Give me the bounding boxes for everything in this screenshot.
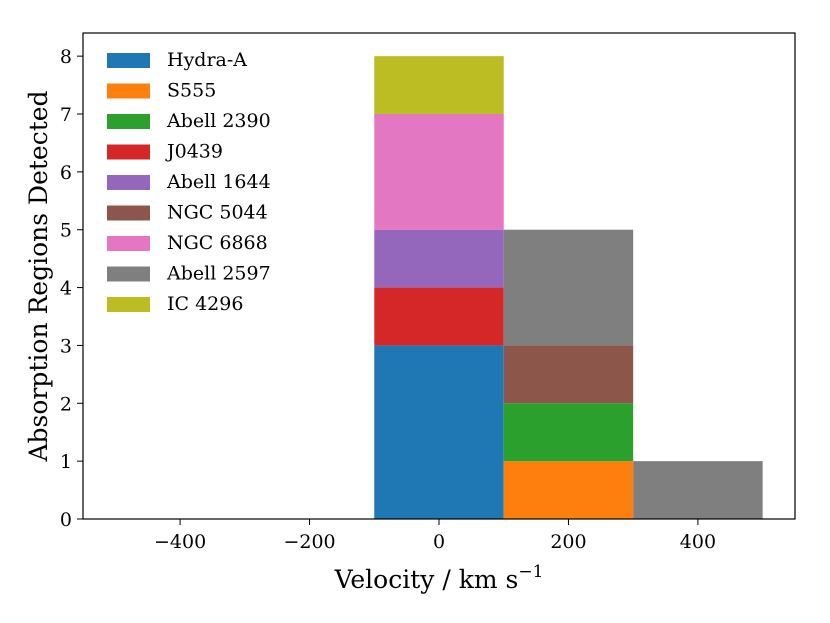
legend-label-abell-2390: Abell 2390 xyxy=(166,110,271,132)
x-tick-label: 400 xyxy=(680,531,716,553)
legend-swatch-j0439 xyxy=(107,144,150,160)
bars-layer xyxy=(374,56,763,519)
bar-segment-hydra-a-bin-0 xyxy=(374,345,504,519)
bar-segment-s555-bin-1 xyxy=(503,461,634,519)
bar-segment-abell-2597-bin-2 xyxy=(633,461,763,519)
y-tick-label: 2 xyxy=(60,393,72,415)
legend-swatch-ic-4296 xyxy=(107,297,150,312)
y-tick-label: 8 xyxy=(60,46,72,68)
legend-label-ngc-6868: NGC 6868 xyxy=(167,232,268,254)
legend-swatch-hydra-a xyxy=(107,53,150,68)
y-tick-label: 7 xyxy=(60,104,72,126)
legend-swatch-s555 xyxy=(107,83,150,99)
legend-swatch-ngc-5044 xyxy=(107,205,150,221)
y-tick-label: 0 xyxy=(60,509,72,531)
bar-segment-ngc-6868-bin-0 xyxy=(374,114,504,230)
legend-label-ngc-5044: NGC 5044 xyxy=(167,202,268,224)
legend-label-abell-2597: Abell 2597 xyxy=(166,263,271,285)
x-tick-label: 200 xyxy=(550,531,586,553)
y-tick-label: 1 xyxy=(60,451,72,473)
legend-swatch-abell-2390 xyxy=(107,114,150,129)
x-tick-label: 0 xyxy=(433,531,445,553)
legend-label-ic-4296: IC 4296 xyxy=(167,293,243,315)
bar-segment-j0439-bin-0 xyxy=(374,287,504,346)
y-tick-label: 3 xyxy=(60,335,72,357)
legend-label-hydra-a: Hydra-A xyxy=(167,49,247,71)
x-axis-ticks: −400 −200 0 200 400 xyxy=(154,519,716,553)
y-axis-ticks: 0 1 2 3 4 5 6 7 8 xyxy=(60,46,83,531)
y-tick-label: 5 xyxy=(60,220,72,242)
legend: Hydra-A S555 Abell 2390 J0439 Abell 1644 NGC … xyxy=(107,49,271,315)
y-tick-label: 6 xyxy=(60,162,72,184)
bar-segment-ic-4296-bin-0 xyxy=(374,56,504,114)
legend-label-abell-1644: Abell 1644 xyxy=(166,171,271,193)
x-tick-label: −200 xyxy=(283,531,335,553)
bar-segment-abell-1644-bin-0 xyxy=(374,229,504,288)
bar-segment-abell-2597-bin-1 xyxy=(503,229,634,346)
legend-swatch-ngc-6868 xyxy=(107,236,150,251)
legend-swatch-abell-1644 xyxy=(107,175,150,190)
x-tick-label: −400 xyxy=(154,531,206,553)
bar-segment-abell-2390-bin-1 xyxy=(503,403,634,462)
bar-segment-ngc-5044-bin-1 xyxy=(503,345,634,404)
x-axis-title: Velocity / km s−1 xyxy=(334,562,544,594)
legend-label-j0439: J0439 xyxy=(165,141,223,163)
legend-label-s555: S555 xyxy=(167,80,216,102)
y-axis-title: Absorption Regions Detected xyxy=(24,90,53,462)
y-tick-label: 4 xyxy=(60,278,72,300)
legend-swatch-abell-2597 xyxy=(107,266,150,282)
